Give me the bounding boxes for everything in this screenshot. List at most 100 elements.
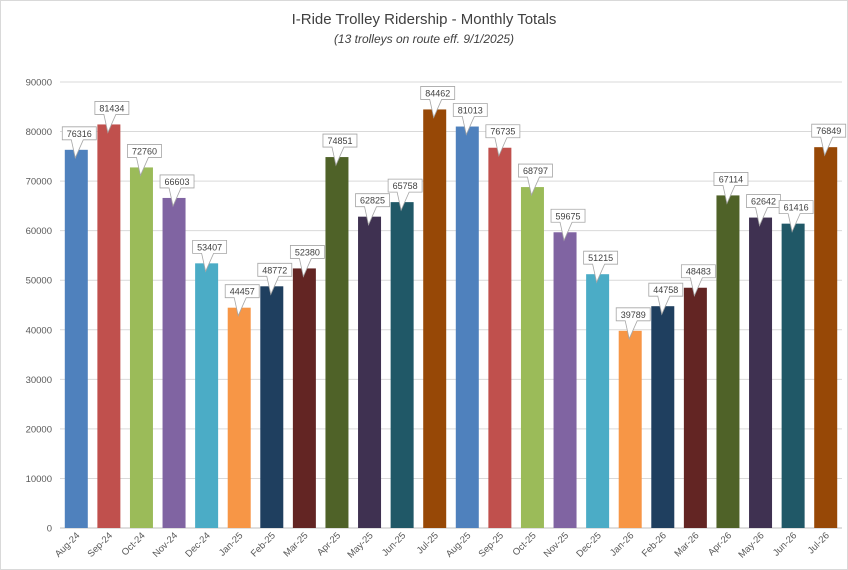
y-tick-label: 90000 [26, 78, 52, 89]
data-label-box [485, 124, 521, 158]
data-label: 62642 [751, 197, 776, 207]
data-label-box [680, 264, 716, 298]
y-tick-label: 60000 [26, 226, 52, 237]
data-label-box [452, 103, 488, 136]
x-tick-label: Jun-26 [771, 530, 799, 558]
bar [325, 157, 349, 528]
x-tick-label: Jul-26 [806, 530, 832, 556]
chart-subtitle: (13 trolleys on route eff. 9/1/2025) [333, 32, 515, 46]
bars [64, 109, 838, 529]
data-label-box [615, 307, 651, 341]
bar [553, 232, 577, 528]
x-tick-label: Feb-25 [249, 530, 278, 559]
data-label-box [322, 133, 358, 167]
bar [651, 306, 675, 528]
x-tick-label: Jan-26 [608, 530, 636, 558]
x-axis-ticks: Aug-24 Sep-24 Oct-24 Nov-24 Dec-24 Jan-25 Feb-… [53, 530, 832, 560]
bar [64, 149, 88, 528]
data-label: 74851 [327, 136, 352, 146]
data-label: 72760 [132, 146, 157, 156]
data-label: 68797 [523, 166, 548, 176]
x-tick-label: Jul-25 [415, 530, 441, 556]
x-tick-label: Oct-25 [511, 530, 539, 558]
bar [488, 147, 512, 528]
data-label: 76849 [816, 126, 841, 136]
gridlines [60, 81, 842, 529]
x-tick-label: Nov-24 [151, 530, 180, 559]
bar [129, 167, 153, 528]
bar [162, 197, 186, 528]
y-tick-label: 30000 [26, 375, 52, 386]
data-label: 39789 [621, 310, 646, 320]
data-label: 51215 [588, 253, 613, 263]
x-tick-label: Mar-26 [672, 530, 701, 559]
y-axis-ticks: 0 10000 20000 30000 40000 50000 60000 70000 8000… [26, 78, 52, 535]
data-label-box [420, 86, 456, 119]
x-tick-label: Jan-25 [217, 530, 245, 558]
data-label-box [778, 200, 814, 233]
data-label-box [94, 101, 130, 134]
data-label: 44758 [653, 285, 678, 295]
data-label-box [192, 239, 228, 273]
x-tick-label: Oct-24 [120, 530, 148, 558]
bar [423, 109, 447, 529]
data-label-box [159, 174, 195, 208]
y-tick-label: 0 [47, 524, 52, 535]
bar [292, 268, 316, 528]
data-label-box [746, 194, 781, 227]
bar [683, 287, 707, 528]
data-label-box [811, 123, 847, 157]
x-tick-label: Mar-25 [281, 530, 310, 559]
data-label: 81434 [99, 103, 124, 113]
data-label: 65758 [393, 181, 418, 191]
bar [455, 126, 479, 528]
data-label: 76316 [67, 129, 92, 139]
y-tick-label: 40000 [26, 325, 52, 336]
x-tick-label: Jun-25 [380, 530, 408, 558]
data-labels: 76316 81434 72760 66603 53407 44457 48772 52380… [61, 86, 847, 341]
bar [586, 274, 610, 528]
data-label: 61416 [784, 203, 809, 213]
x-tick-label: Sep-25 [477, 530, 506, 559]
data-label-box [289, 245, 325, 278]
data-label-box [583, 250, 619, 284]
x-tick-label: May-26 [736, 530, 766, 560]
bar [618, 330, 642, 528]
data-label: 66603 [165, 177, 190, 187]
y-tick-label: 80000 [26, 127, 52, 138]
x-tick-label: Aug-24 [53, 530, 82, 559]
data-label-box [387, 178, 423, 212]
x-tick-label: Nov-25 [542, 530, 571, 559]
data-label: 81013 [458, 106, 483, 116]
y-tick-label: 70000 [26, 177, 52, 188]
bar [781, 223, 805, 528]
x-tick-label: May-25 [345, 530, 375, 560]
data-label: 44457 [230, 287, 255, 297]
x-tick-label: Dec-24 [183, 530, 212, 559]
data-label-box [355, 193, 390, 226]
x-tick-label: Sep-24 [86, 530, 115, 559]
data-label-box [713, 172, 749, 205]
chart-title: I-Ride Trolley Ridership - Monthly Total… [291, 11, 557, 28]
bar [227, 307, 251, 528]
y-tick-label: 20000 [26, 424, 52, 435]
bar [358, 216, 382, 528]
bar [749, 217, 773, 528]
bar [390, 202, 414, 529]
data-label: 62825 [360, 196, 385, 206]
x-tick-label: Apr-25 [315, 530, 343, 558]
data-label: 53407 [197, 242, 222, 252]
bar [260, 286, 284, 528]
data-label: 67114 [719, 174, 743, 184]
data-label: 48483 [686, 267, 711, 277]
data-label: 59675 [556, 211, 581, 221]
data-label-box [224, 284, 260, 317]
bar [520, 187, 544, 529]
data-label-box [61, 126, 97, 160]
bar [814, 147, 838, 528]
x-tick-label: Feb-26 [640, 530, 669, 559]
x-tick-label: Apr-26 [706, 530, 734, 558]
x-tick-label: Dec-25 [574, 530, 603, 559]
data-label-box [550, 208, 586, 242]
